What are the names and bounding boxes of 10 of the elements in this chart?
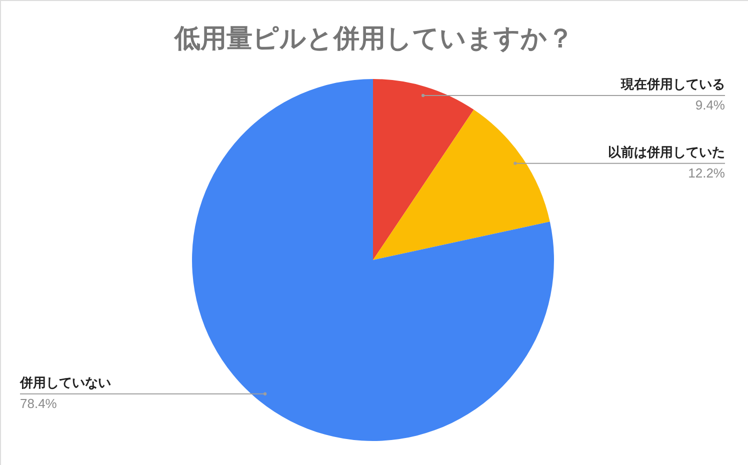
data-label: 12.2% [688,165,726,180]
pie-slice [192,79,554,441]
data-label: 9.4% [695,97,726,112]
chart-title: 低用量ピルと併用していますか？ [174,23,574,53]
slice-label: 現在併用している [620,76,725,92]
pie-slice [373,79,474,260]
data-label: 78.4% [20,396,58,411]
slice-label: 併用していない [19,374,111,390]
slice-label: 以前は併用していた [608,144,725,160]
pie-slice [373,110,550,260]
